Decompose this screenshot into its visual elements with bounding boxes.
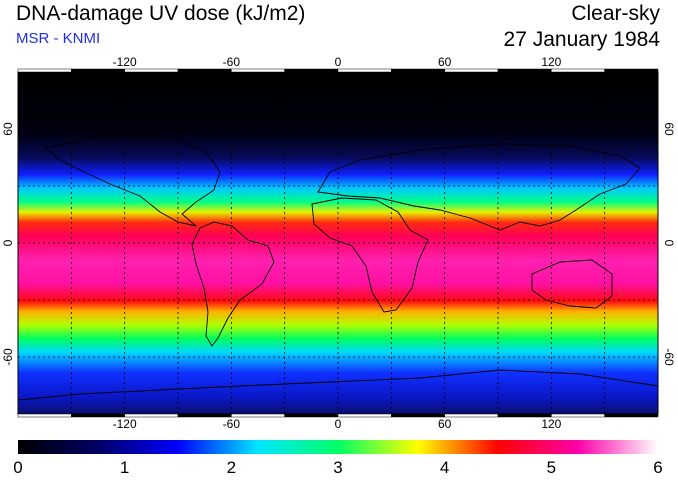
coastline-north-america [45, 135, 221, 227]
coastline-eurasia [317, 143, 641, 231]
coastline-antarctica [17, 369, 659, 401]
frame-bar-top [604, 68, 659, 73]
lat-tick-label-left: -60 [1, 348, 15, 366]
colorbar-tick-label: 1 [119, 458, 130, 477]
latitude-ticks-right: 60 0 -60 [662, 122, 676, 366]
lon-tick-label-top: 0 [335, 55, 342, 69]
lat-tick-label-right: 60 [662, 122, 676, 136]
frame-bar-top [551, 68, 605, 73]
axis-frame-bars [17, 68, 659, 418]
lat-tick-label-right: -60 [662, 348, 676, 366]
lat-tick-label-right: 0 [662, 240, 676, 247]
lon-tick-label-top: 120 [541, 55, 561, 69]
date-label: 27 January 1984 [503, 28, 660, 51]
lon-tick-label-bottom: 120 [541, 417, 561, 431]
frame-bar-top [177, 68, 232, 73]
sky-condition-label: Clear-sky [571, 2, 660, 25]
lon-tick-label-bottom: -120 [113, 417, 137, 431]
frame-bar-top [391, 68, 445, 73]
lon-tick-label-bottom: 60 [438, 417, 452, 431]
lat-tick-label-left: 60 [1, 122, 15, 136]
frame-bar-bottom [604, 413, 659, 418]
frame-bar-top [444, 68, 499, 73]
colorbar [18, 440, 658, 454]
frame-bar-bottom [337, 413, 392, 418]
frame-bar-bottom [391, 413, 445, 418]
colorbar-tick-label: 4 [439, 458, 450, 477]
coastlines [17, 135, 659, 401]
longitude-ticks-top: -120 -60 0 60 120 [113, 55, 562, 69]
frame-bar-top [284, 68, 339, 73]
colorbar-tick-label: 0 [13, 458, 23, 477]
coastline-south-america [191, 221, 275, 347]
frame-bar-bottom [17, 413, 72, 418]
source-label: MSR - KNMI [16, 30, 101, 47]
frame-bar-bottom [444, 413, 499, 418]
graticule [18, 72, 658, 414]
frame-bar-top [71, 68, 125, 73]
frame-bar-top [17, 68, 72, 73]
frame-bar-top [337, 68, 392, 73]
lat-tick-label-left: 0 [1, 239, 15, 246]
lon-tick-label-top: -60 [223, 55, 241, 69]
map-area [17, 71, 659, 415]
colorbar-tick-label: 6 [653, 458, 663, 477]
lon-tick-label-top: 60 [438, 55, 452, 69]
frame-bar-top [124, 68, 179, 73]
colorbar-tick-label: 2 [226, 458, 237, 477]
coastline-australia [531, 259, 613, 309]
lon-tick-label-bottom: 0 [335, 417, 342, 431]
colorbar-tick-label: 5 [546, 458, 557, 477]
coastline-africa [311, 197, 429, 313]
frame-bar-bottom [284, 413, 339, 418]
latitude-ticks-left: 60 0 -60 [1, 122, 15, 366]
lon-tick-label-bottom: -60 [223, 417, 241, 431]
lon-tick-label-top: -120 [113, 55, 137, 69]
colorbar-tick-label: 3 [333, 458, 343, 477]
frame-bar-top [231, 68, 285, 73]
map-title: DNA-damage UV dose (kJ/m2) [16, 2, 306, 25]
frame-bar-top [497, 68, 552, 73]
longitude-ticks-bottom: -120 -60 0 60 120 [113, 417, 562, 431]
